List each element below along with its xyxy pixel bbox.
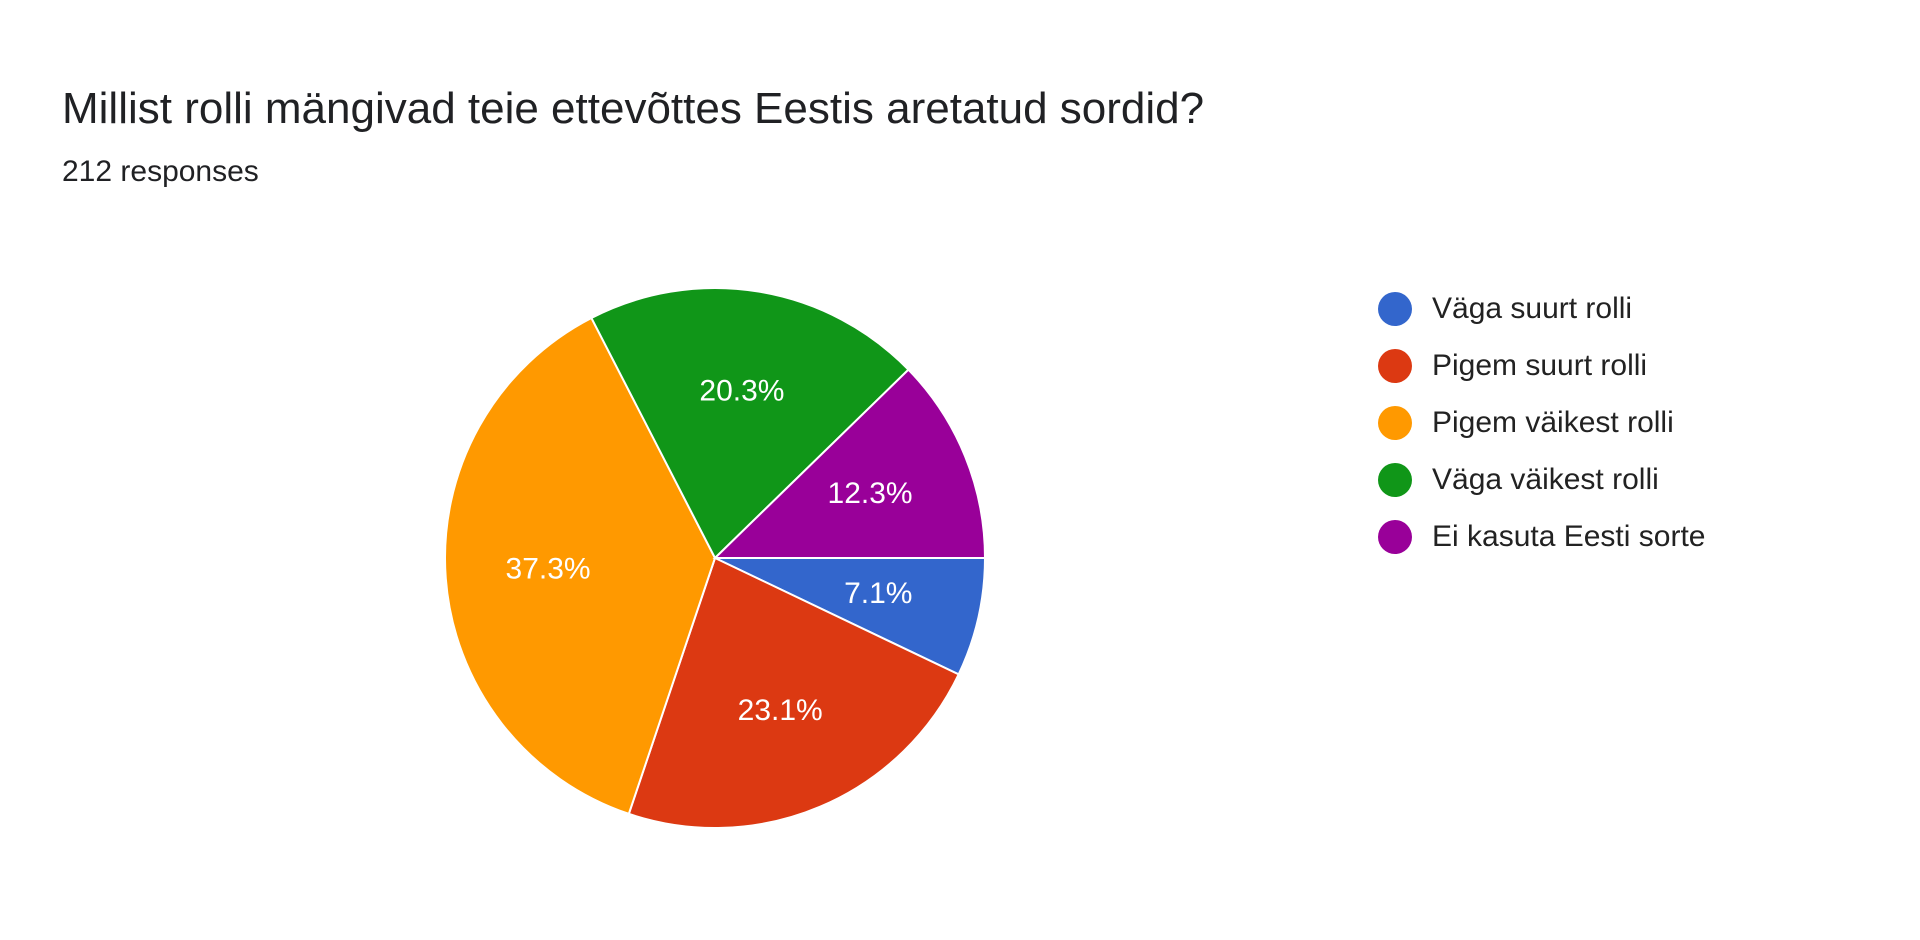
legend-label: Ei kasuta Eesti sorte <box>1432 519 1706 553</box>
legend-swatch <box>1378 519 1412 554</box>
slice-label: 23.1% <box>738 694 823 727</box>
legend-label: Pigem väikest rolli <box>1432 405 1674 439</box>
legend-item[interactable]: Ei kasuta Eesti sorte <box>1378 508 1705 565</box>
slice-label: 12.3% <box>828 477 913 510</box>
pie-slice[interactable] <box>444 316 717 816</box>
legend-item[interactable]: Pigem väikest rolli <box>1378 394 1705 451</box>
slice-label: 7.1% <box>844 577 912 610</box>
legend-label: Väga väikest rolli <box>1432 462 1659 496</box>
pie-chart: 7.1% 23.1% 37.3% 20.3% 12.3% <box>444 287 987 829</box>
legend-item[interactable]: Väga väikest rolli <box>1378 451 1705 508</box>
chart-title: Millist rolli mängivad teie ettevõttes E… <box>62 84 1205 133</box>
legend-swatch <box>1378 462 1412 497</box>
legend-swatch <box>1378 348 1412 383</box>
pie-slice[interactable] <box>712 368 987 559</box>
pie-slice[interactable] <box>714 557 987 676</box>
legend-item[interactable]: Väga suurt rolli <box>1378 280 1705 337</box>
pie-slice[interactable] <box>627 556 960 829</box>
legend: Väga suurt rolli Pigem suurt rolli Pigem v… <box>1378 280 1705 565</box>
pie-slice[interactable] <box>590 287 910 560</box>
legend-label: Pigem suurt rolli <box>1432 348 1648 382</box>
slice-label: 37.3% <box>506 553 591 586</box>
response-count: 212 responses <box>62 155 259 188</box>
legend-swatch <box>1378 291 1412 326</box>
legend-swatch <box>1378 405 1412 440</box>
legend-label: Väga suurt rolli <box>1432 291 1633 325</box>
slice-label: 20.3% <box>699 375 784 408</box>
legend-item[interactable]: Pigem suurt rolli <box>1378 337 1705 394</box>
